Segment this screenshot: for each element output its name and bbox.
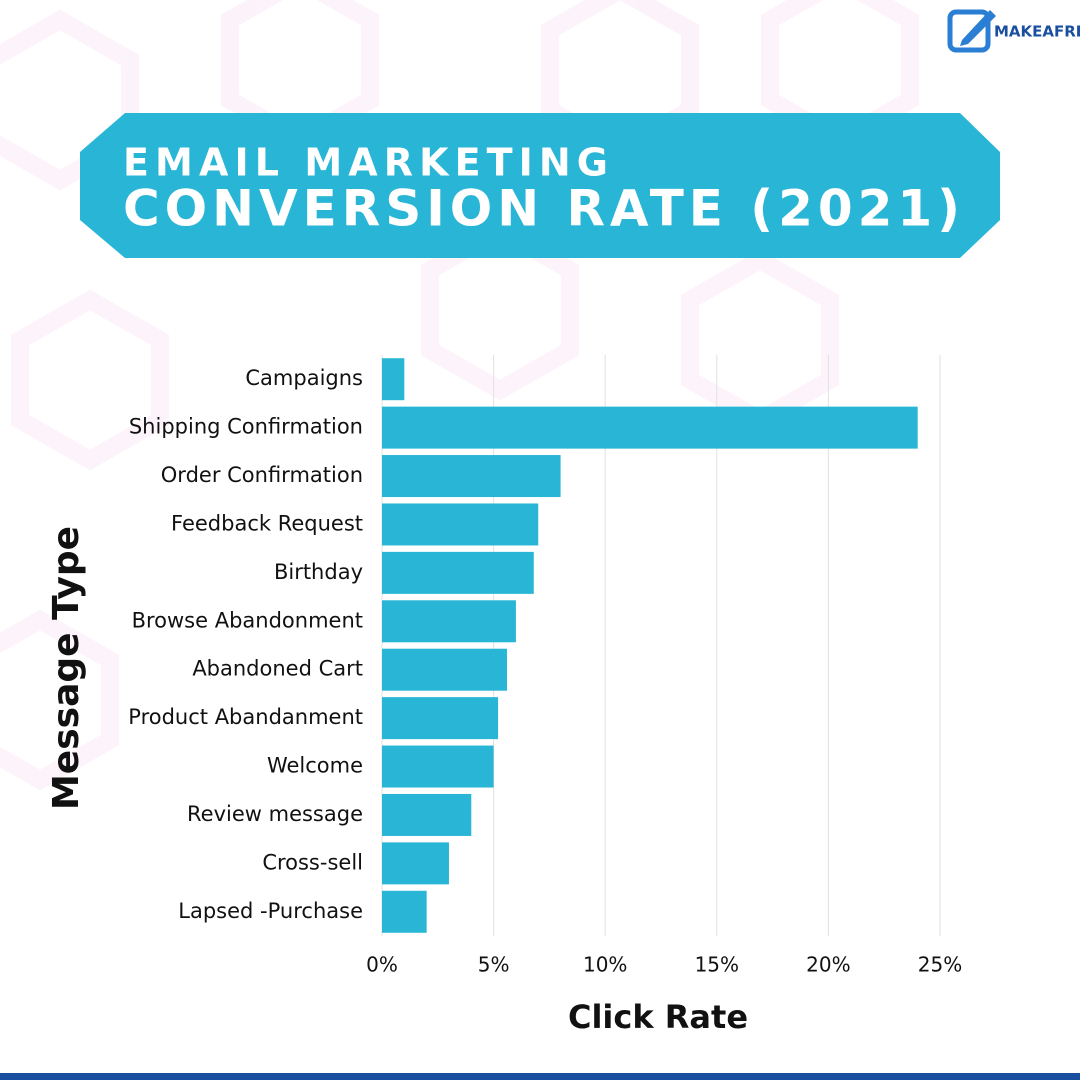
x-tick-label: 20% xyxy=(806,953,850,977)
y-tick-label: Welcome xyxy=(267,754,363,778)
bar xyxy=(382,455,561,498)
bar xyxy=(382,793,472,836)
chart-title: EMAIL MARKETING xyxy=(123,141,608,185)
y-axis-label: Message Type xyxy=(46,526,87,810)
bar xyxy=(382,358,405,401)
bar xyxy=(382,406,918,449)
logo-pencil xyxy=(960,10,996,46)
footer-bar xyxy=(0,1073,1080,1080)
y-tick-label: Cross-sell xyxy=(262,850,363,874)
title-banner xyxy=(80,113,1000,258)
x-tick-label: 15% xyxy=(695,953,739,977)
y-tick-label: Product Abandanment xyxy=(128,705,363,729)
bar xyxy=(382,503,539,546)
bar xyxy=(382,842,449,885)
x-tick-label: 0% xyxy=(366,953,398,977)
x-axis-label: Click Rate xyxy=(568,998,748,1036)
y-tick-label: Shipping Confirmation xyxy=(129,415,363,439)
y-tick-label: Birthday xyxy=(274,560,363,584)
bar xyxy=(382,600,516,643)
bar xyxy=(382,697,499,740)
logo-text: MAKEAFREE xyxy=(994,23,1080,41)
bar xyxy=(382,745,494,788)
y-tick-label: Order Confirmation xyxy=(161,463,363,487)
y-tick-label: Feedback Request xyxy=(171,511,363,535)
bar xyxy=(382,890,427,933)
bar xyxy=(382,551,534,594)
x-tick-label: 5% xyxy=(478,953,510,977)
bar xyxy=(382,648,507,691)
y-tick-label: Campaigns xyxy=(245,366,363,390)
logo-icon xyxy=(947,9,991,53)
x-tick-label: 25% xyxy=(918,953,962,977)
y-tick-label: Browse Abandonment xyxy=(132,608,363,632)
x-tick-label: 10% xyxy=(583,953,627,977)
y-tick-label: Review message xyxy=(187,802,363,826)
y-tick-label: Lapsed -Purchase xyxy=(178,899,363,923)
logo: MAKEAFREE xyxy=(947,9,1080,53)
y-tick-label: Abandoned Cart xyxy=(192,657,363,681)
